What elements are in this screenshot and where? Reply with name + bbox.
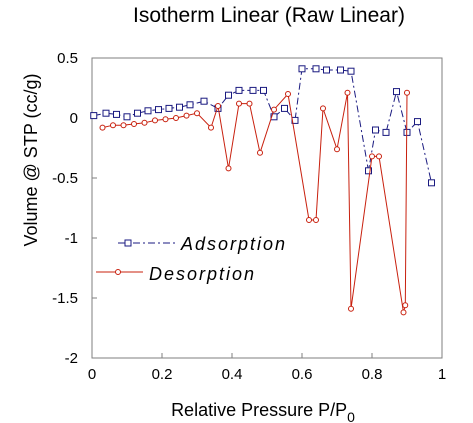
data-point-adsorption — [372, 126, 379, 134]
x-axis-label: Relative Pressure P/P0 — [171, 400, 355, 423]
data-point-adsorption — [176, 103, 183, 111]
y-tick-label: 0 — [70, 110, 78, 127]
data-point-adsorption — [382, 128, 390, 136]
data-point-desorption — [215, 103, 221, 109]
data-point-adsorption — [165, 104, 173, 112]
data-point-desorption — [173, 115, 179, 121]
data-point-adsorption — [123, 113, 131, 121]
data-point-desorption — [400, 309, 407, 316]
data-point-desorption — [162, 116, 169, 123]
data-point-adsorption — [90, 112, 98, 120]
legend-item-adsorption: Adsorption — [118, 234, 287, 254]
data-point-adsorption — [249, 86, 257, 94]
data-point-desorption — [110, 122, 116, 129]
y-tick-label: -0.5 — [52, 170, 78, 187]
data-point-adsorption — [414, 118, 421, 126]
data-point-desorption — [236, 100, 242, 107]
data-point-adsorption — [260, 86, 267, 94]
legend-marker-adsorption — [124, 239, 132, 247]
data-point-desorption — [376, 153, 382, 160]
data-point-adsorption — [347, 67, 355, 75]
data-point-adsorption — [281, 104, 288, 112]
data-point-desorption — [99, 124, 106, 131]
y-tick-label: -1 — [65, 230, 78, 247]
plot-area-border — [91, 57, 443, 359]
data-point-desorption — [131, 121, 137, 127]
data-point-adsorption — [323, 66, 330, 74]
data-point-adsorption — [102, 109, 110, 117]
series-layer — [90, 65, 435, 316]
data-point-desorption — [313, 217, 319, 223]
data-point-desorption — [285, 91, 291, 97]
data-point-adsorption — [113, 110, 120, 118]
data-point-adsorption — [225, 91, 232, 99]
data-point-adsorption — [428, 179, 435, 187]
y-axis-label: Volume @ STP (cc/g) — [21, 74, 41, 247]
data-point-adsorption — [393, 88, 400, 96]
data-point-desorption — [348, 305, 354, 312]
data-point-desorption — [271, 106, 277, 113]
legend-item-desorption: Desorption — [96, 264, 256, 284]
data-point-desorption — [194, 110, 200, 117]
legend-label-desorption: Desorption — [149, 264, 256, 284]
data-point-adsorption — [298, 65, 306, 73]
data-point-adsorption — [312, 65, 320, 73]
data-point-adsorption — [134, 109, 141, 117]
legend-marker-desorption — [115, 269, 121, 275]
x-tick-label: 0.6 — [292, 366, 313, 383]
data-point-desorption — [404, 89, 410, 96]
x-tick-label: 0 — [88, 366, 96, 383]
data-point-adsorption — [235, 86, 243, 94]
data-point-desorption — [120, 122, 127, 129]
y-tick-label: -2 — [65, 350, 78, 367]
y-tick-label: 0.5 — [57, 50, 78, 67]
legend-label-adsorption: Adsorption — [180, 234, 287, 254]
x-axis-label-subscript: 0 — [347, 409, 355, 423]
data-point-desorption — [402, 302, 409, 309]
data-point-adsorption — [200, 97, 208, 105]
x-tick-label: 0.2 — [152, 366, 173, 383]
data-point-desorption — [246, 100, 253, 107]
data-point-desorption — [306, 217, 312, 223]
x-tick-label: 0.4 — [222, 366, 243, 383]
data-point-adsorption — [337, 66, 344, 74]
data-point-desorption — [208, 124, 214, 131]
data-point-desorption — [320, 105, 326, 112]
series-desorption — [99, 89, 410, 316]
data-point-desorption — [183, 112, 190, 119]
x-axis: 0 0.2 0.4 0.6 0.8 1 — [88, 353, 446, 383]
series-adsorption — [90, 65, 435, 187]
x-tick-label: 1 — [438, 366, 446, 383]
data-point-adsorption — [186, 101, 194, 109]
data-point-desorption — [257, 149, 263, 156]
data-point-desorption — [334, 146, 340, 153]
data-point-adsorption — [270, 113, 278, 121]
chart-title: Isotherm Linear (Raw Linear) — [133, 4, 405, 27]
data-point-desorption — [141, 119, 148, 126]
data-point-desorption — [369, 153, 375, 160]
data-point-desorption — [152, 117, 158, 124]
y-tick-label: -1.5 — [52, 290, 78, 307]
y-axis: -2 -1.5 -1 -0.5 0 0.5 — [52, 50, 97, 367]
data-point-adsorption — [155, 106, 162, 114]
data-point-adsorption — [365, 167, 372, 175]
legend: Adsorption Desorption — [96, 234, 287, 284]
data-point-adsorption — [144, 107, 152, 115]
x-tick-label: 0.8 — [362, 366, 383, 383]
data-point-desorption — [225, 165, 232, 172]
data-point-desorption — [344, 89, 351, 96]
